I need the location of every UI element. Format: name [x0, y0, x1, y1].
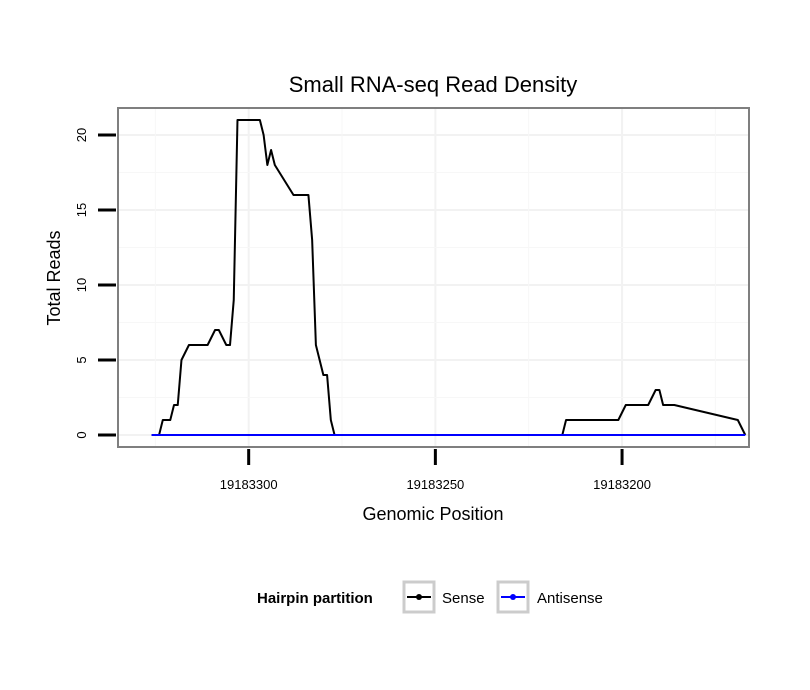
legend-point-antisense: [510, 594, 516, 600]
legend-point-sense: [416, 594, 422, 600]
legend-label-sense: Sense: [442, 590, 485, 607]
grid: [118, 108, 749, 447]
y-tick-label: 5: [74, 356, 89, 363]
chart-title: Small RNA-seq Read Density: [289, 72, 578, 97]
x-axis: 19183300 19183250 19183200: [220, 449, 651, 492]
y-tick-label: 15: [74, 203, 89, 217]
x-tick-label: 19183250: [406, 477, 464, 492]
y-axis: 0 5 10 15 20: [74, 128, 116, 439]
plot-panel-border: [117, 107, 750, 448]
legend-item-antisense: Antisense: [496, 580, 603, 614]
legend-item-sense: Sense: [402, 580, 485, 614]
y-tick-label: 0: [74, 431, 89, 438]
y-tick-label: 20: [74, 128, 89, 142]
series-line-sense: [151, 119, 747, 436]
y-tick-label: 10: [74, 278, 89, 292]
x-axis-title: Genomic Position: [362, 504, 503, 524]
legend-label-antisense: Antisense: [537, 590, 603, 607]
x-tick-label: 19183200: [593, 477, 651, 492]
series-layer: [151, 119, 747, 436]
y-axis-title: Total Reads: [44, 230, 64, 325]
legend-title: Hairpin partition: [257, 590, 373, 607]
legend: Hairpin partition Sense Antisense: [257, 580, 603, 614]
x-tick-label: 19183300: [220, 477, 278, 492]
